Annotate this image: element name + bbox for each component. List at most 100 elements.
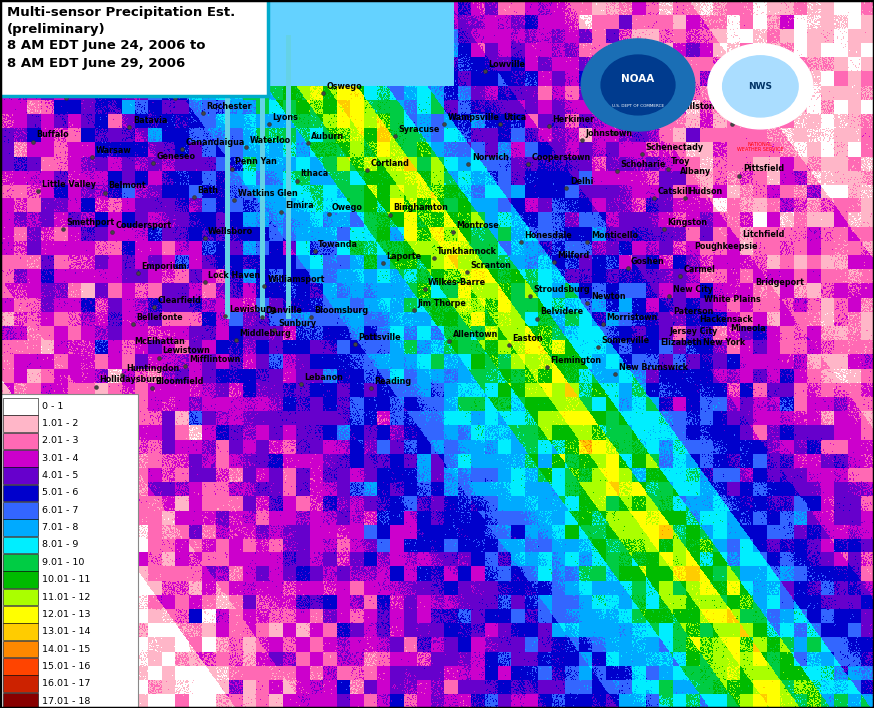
- Text: Smethport: Smethport: [66, 218, 114, 227]
- Text: 13.01 - 14: 13.01 - 14: [42, 627, 90, 636]
- Text: Litchfield: Litchfield: [742, 229, 784, 239]
- Text: New City: New City: [673, 285, 713, 294]
- Text: 17.01 - 18: 17.01 - 18: [42, 697, 90, 706]
- Circle shape: [601, 55, 675, 115]
- Text: (preliminary): (preliminary): [7, 23, 106, 36]
- Text: 1.01 - 2: 1.01 - 2: [42, 419, 79, 428]
- Text: Kingston: Kingston: [668, 218, 708, 227]
- Text: Albany: Albany: [680, 167, 711, 176]
- Text: Laporte: Laporte: [386, 252, 421, 261]
- Text: Bennington: Bennington: [736, 113, 788, 122]
- Text: New York: New York: [703, 338, 745, 347]
- Text: NATIONAL
WEATHER SERVICE: NATIONAL WEATHER SERVICE: [737, 142, 784, 152]
- Bar: [3, 520, 38, 536]
- Text: Stroudsburg: Stroudsburg: [533, 285, 590, 294]
- Text: Bloomsburg: Bloomsburg: [315, 306, 369, 315]
- Text: 5.01 - 6: 5.01 - 6: [42, 489, 79, 498]
- Text: Emporium: Emporium: [142, 262, 187, 271]
- Text: Pittsfield: Pittsfield: [743, 164, 784, 173]
- Text: Huntingdon: Huntingdon: [126, 364, 179, 373]
- Text: 8.01 - 9: 8.01 - 9: [42, 540, 79, 549]
- Text: 7.01 - 8: 7.01 - 8: [42, 523, 79, 532]
- Text: 4.01 - 5: 4.01 - 5: [42, 471, 79, 480]
- Text: Wilkes-Barre: Wilkes-Barre: [428, 278, 487, 287]
- Text: U.S. DEPT OF COMMERCE: U.S. DEPT OF COMMERCE: [612, 104, 664, 108]
- Text: Canandaigua: Canandaigua: [185, 137, 245, 147]
- Text: Easton: Easton: [512, 333, 543, 343]
- FancyBboxPatch shape: [0, 394, 138, 708]
- Bar: [3, 450, 38, 467]
- Text: Lock Haven: Lock Haven: [208, 270, 260, 280]
- Text: Ithaca: Ithaca: [301, 169, 329, 178]
- Text: Elmira: Elmira: [285, 201, 314, 210]
- Text: Belvidere: Belvidere: [540, 307, 583, 316]
- Text: 10.01 - 11: 10.01 - 11: [42, 575, 90, 584]
- Text: Clearfield: Clearfield: [157, 296, 201, 305]
- Text: Mifflintown: Mifflintown: [189, 355, 240, 364]
- Text: Warsaw: Warsaw: [95, 146, 131, 155]
- Text: Herkimer: Herkimer: [552, 115, 594, 124]
- Text: Auburn: Auburn: [311, 132, 344, 141]
- Text: Lewistown: Lewistown: [163, 346, 211, 355]
- Circle shape: [723, 56, 798, 117]
- Text: Carmel: Carmel: [683, 265, 715, 274]
- Text: Ballston Spa: Ballston Spa: [678, 102, 735, 111]
- Text: 8 AM EDT June 29, 2006: 8 AM EDT June 29, 2006: [7, 57, 185, 69]
- Bar: [3, 641, 38, 657]
- Bar: [3, 675, 38, 692]
- Text: Somerville: Somerville: [601, 336, 649, 345]
- Text: Bloomfield: Bloomfield: [156, 377, 204, 386]
- Text: Schenectady: Schenectady: [645, 143, 704, 152]
- Text: Coudersport: Coudersport: [115, 221, 171, 230]
- Text: 8 AM EDT June 24, 2006 to: 8 AM EDT June 24, 2006 to: [7, 39, 205, 52]
- Text: Fonda: Fonda: [617, 122, 644, 131]
- Text: Lockport: Lockport: [69, 86, 108, 96]
- Text: Flemington: Flemington: [551, 355, 601, 365]
- Text: Rochester: Rochester: [206, 102, 252, 111]
- Text: Batavia: Batavia: [133, 116, 167, 125]
- Text: 6.01 - 7: 6.01 - 7: [42, 506, 79, 515]
- Text: Owego: Owego: [332, 202, 363, 212]
- Bar: [3, 624, 38, 640]
- Text: 15.01 - 16: 15.01 - 16: [42, 662, 90, 671]
- Text: Morristown: Morristown: [607, 313, 658, 322]
- Text: Wampsville: Wampsville: [447, 113, 499, 122]
- Text: Sunbury: Sunbury: [278, 319, 316, 328]
- Bar: [3, 692, 38, 708]
- Text: Scranton: Scranton: [470, 261, 511, 270]
- Text: Syracuse: Syracuse: [399, 125, 440, 134]
- Text: Reading: Reading: [374, 377, 411, 386]
- Text: Lyons: Lyons: [273, 113, 299, 122]
- Bar: [3, 658, 38, 675]
- Text: Lewisburg: Lewisburg: [229, 304, 275, 314]
- Bar: [3, 589, 38, 605]
- Text: 9.01 - 10: 9.01 - 10: [42, 558, 84, 567]
- Text: Honesdale: Honesdale: [524, 231, 572, 240]
- Text: Little Valley: Little Valley: [42, 180, 96, 189]
- Text: New Brunswick: New Brunswick: [619, 362, 688, 372]
- Text: Elizabeth: Elizabeth: [661, 338, 703, 347]
- Text: 3.01 - 4: 3.01 - 4: [42, 454, 79, 463]
- Text: Bath: Bath: [198, 185, 218, 195]
- Text: Monticello: Monticello: [591, 231, 638, 240]
- Text: Middleburg: Middleburg: [239, 329, 291, 338]
- Text: Multi-sensor Precipitation Est.: Multi-sensor Precipitation Est.: [7, 6, 235, 18]
- Bar: [3, 467, 38, 484]
- Text: Newton: Newton: [591, 292, 626, 301]
- Text: Bridgeport: Bridgeport: [755, 278, 804, 287]
- Text: Johnstown: Johnstown: [586, 129, 633, 138]
- Text: Tunkhannock: Tunkhannock: [437, 246, 497, 256]
- Bar: [3, 554, 38, 571]
- Text: Albion: Albion: [178, 86, 207, 96]
- Text: Towanda: Towanda: [318, 239, 358, 249]
- Text: Cortland: Cortland: [371, 159, 409, 168]
- Text: Hudson: Hudson: [689, 187, 723, 196]
- Text: Wellsboro: Wellsboro: [208, 227, 253, 236]
- Text: Delhi: Delhi: [570, 177, 593, 186]
- Text: Buffalo: Buffalo: [37, 130, 69, 139]
- Bar: [3, 433, 38, 450]
- Text: Paterson: Paterson: [673, 307, 713, 316]
- Text: Williamsport: Williamsport: [267, 275, 325, 284]
- Text: Poughkeepsie: Poughkeepsie: [694, 241, 758, 251]
- Text: Cooperstown: Cooperstown: [531, 153, 591, 162]
